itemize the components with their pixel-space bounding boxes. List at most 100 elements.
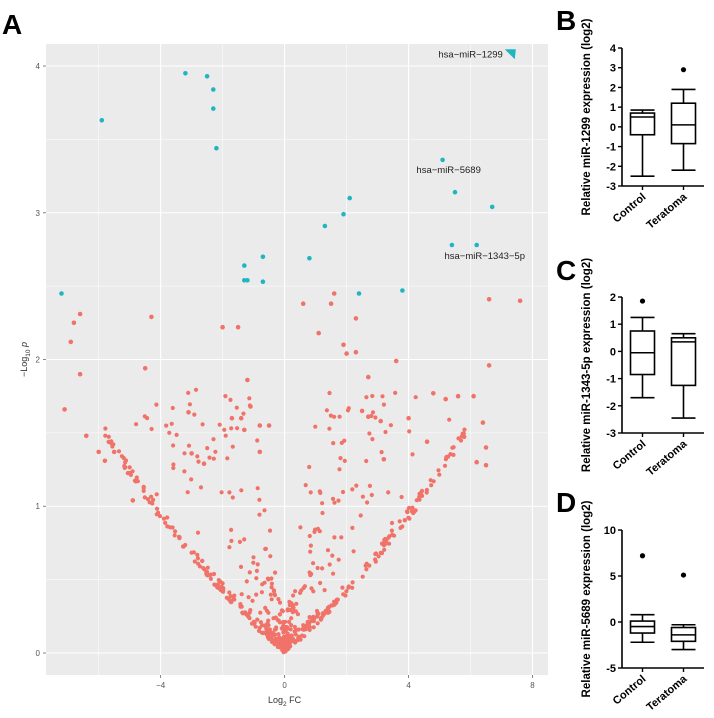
- boxplot-box: [670, 102, 697, 145]
- volcano-point-nonsignificant: [207, 455, 212, 460]
- volcano-point-nonsignificant: [247, 570, 252, 575]
- volcano-point-nonsignificant: [150, 501, 155, 506]
- volcano-point-significant: [59, 291, 64, 296]
- volcano-point-nonsignificant: [68, 339, 74, 345]
- volcano-point-nonsignificant: [360, 494, 365, 499]
- volcano-point-nonsignificant: [276, 632, 281, 637]
- volcano-point-nonsignificant: [211, 571, 217, 577]
- volcano-point-nonsignificant: [141, 484, 146, 489]
- volcano-point-nonsignificant: [262, 580, 267, 585]
- boxplot-y-tick-label: -1: [606, 142, 616, 154]
- volcano-point-nonsignificant: [208, 572, 213, 577]
- volcano-point-nonsignificant: [486, 297, 492, 302]
- volcano-point-nonsignificant: [238, 415, 244, 421]
- volcano-point-nonsignificant: [230, 444, 235, 449]
- volcano-point-nonsignificant: [366, 414, 371, 420]
- boxplot-y-tick-label: 10: [604, 525, 616, 537]
- volcano-point-nonsignificant: [84, 433, 89, 439]
- volcano-point-significant: [452, 189, 458, 195]
- volcano-point-nonsignificant: [174, 432, 179, 437]
- volcano-point-nonsignificant: [269, 585, 274, 590]
- volcano-point-nonsignificant: [201, 461, 207, 467]
- volcano-point-nonsignificant: [322, 588, 327, 593]
- boxplot-y-tick-label: 0: [610, 122, 616, 134]
- boxplot-y-tick-label: -3: [606, 181, 616, 193]
- volcano-point-nonsignificant: [364, 458, 369, 464]
- volcano-point-nonsignificant: [248, 404, 253, 409]
- volcano-point-nonsignificant: [223, 394, 228, 399]
- volcano-point-nonsignificant: [171, 443, 176, 448]
- volcano-point-nonsignificant: [181, 544, 186, 549]
- volcano-point-nonsignificant: [447, 417, 452, 422]
- volcano-point-nonsignificant: [381, 457, 387, 462]
- volcano-point-nonsignificant: [392, 533, 397, 538]
- volcano-point-significant: [260, 254, 266, 260]
- volcano-point-nonsignificant: [200, 558, 205, 564]
- boxplot-y-tick-label: 3: [610, 63, 616, 75]
- volcano-point-nonsignificant: [189, 477, 194, 482]
- volcano-point-nonsignificant: [288, 627, 293, 632]
- volcano-point-nonsignificant: [225, 456, 230, 461]
- volcano-point-nonsignificant: [366, 374, 371, 380]
- volcano-point-nonsignificant: [283, 619, 288, 624]
- volcano-point-nonsignificant: [436, 468, 441, 473]
- volcano-point-nonsignificant: [378, 418, 384, 424]
- volcano-point-nonsignificant: [337, 467, 342, 472]
- volcano-point-nonsignificant: [122, 465, 127, 470]
- volcano-point-significant: [204, 74, 210, 79]
- volcano-point-nonsignificant: [342, 458, 347, 463]
- volcano-point-nonsignificant: [205, 573, 210, 578]
- volcano-point-nonsignificant: [406, 506, 411, 511]
- boxplot-y-axis-label: Relative miR-1299 expression (log2): [581, 18, 593, 215]
- volcano-point-nonsignificant: [317, 529, 322, 534]
- volcano-point-nonsignificant: [350, 580, 355, 585]
- volcano-point-nonsignificant: [398, 525, 403, 531]
- volcano-point-significant: [260, 279, 266, 285]
- volcano-point-nonsignificant: [402, 518, 407, 523]
- boxplot-panel-c: -3 -2 -1 0 1 2 Relative miR-1343-5p expression…: [581, 258, 704, 479]
- boxplot-box: [629, 112, 656, 136]
- volcano-point-nonsignificant: [331, 441, 336, 446]
- volcano-point-nonsignificant: [111, 442, 116, 447]
- volcano-point-nonsignificant: [142, 366, 148, 371]
- volcano-point-nonsignificant: [265, 621, 270, 626]
- volcano-point-nonsignificant: [277, 635, 282, 640]
- volcano-point-nonsignificant: [229, 527, 234, 533]
- volcano-point-nonsignificant: [227, 590, 232, 595]
- volcano-point-nonsignificant: [192, 559, 197, 564]
- volcano-point-nonsignificant: [201, 566, 206, 571]
- volcano-point-nonsignificant: [62, 407, 67, 412]
- volcano-point-nonsignificant: [429, 483, 434, 488]
- y-tick-label: 4: [36, 62, 41, 71]
- volcano-point-nonsignificant: [410, 505, 415, 510]
- volcano-point-nonsignificant: [116, 449, 122, 454]
- volcano-point-nonsignificant: [287, 619, 292, 625]
- volcano-annotation-label: hsa−miR−1299: [438, 49, 502, 60]
- volcano-point-nonsignificant: [290, 603, 295, 608]
- volcano-point-nonsignificant: [231, 597, 236, 602]
- volcano-point-nonsignificant: [149, 314, 154, 320]
- volcano-point-nonsignificant: [219, 588, 225, 593]
- volcano-point-nonsignificant: [196, 459, 201, 464]
- volcano-point-nonsignificant: [462, 427, 467, 432]
- volcano-point-significant: [183, 71, 188, 76]
- panel-letter-d: D: [556, 487, 576, 518]
- volcano-point-nonsignificant: [446, 454, 451, 459]
- volcano-point-nonsignificant: [281, 628, 287, 634]
- volcano-point-nonsignificant: [307, 625, 312, 630]
- volcano-point-nonsignificant: [406, 415, 411, 421]
- volcano-point-nonsignificant: [330, 553, 335, 558]
- volcano-point-nonsignificant: [103, 426, 108, 431]
- boxplot-category-label: Control: [611, 438, 649, 472]
- volcano-point-nonsignificant: [358, 513, 363, 518]
- volcano-point-nonsignificant: [96, 449, 101, 455]
- volcano-point-nonsignificant: [386, 490, 391, 495]
- volcano-point-nonsignificant: [145, 497, 151, 502]
- volcano-point-nonsignificant: [322, 611, 327, 616]
- volcano-point-nonsignificant: [250, 598, 255, 603]
- volcano-point-nonsignificant: [381, 402, 386, 407]
- volcano-point-nonsignificant: [303, 483, 308, 488]
- volcano-point-nonsignificant: [346, 406, 351, 411]
- volcano-cloud: [103, 387, 467, 655]
- volcano-point-nonsignificant: [254, 576, 259, 581]
